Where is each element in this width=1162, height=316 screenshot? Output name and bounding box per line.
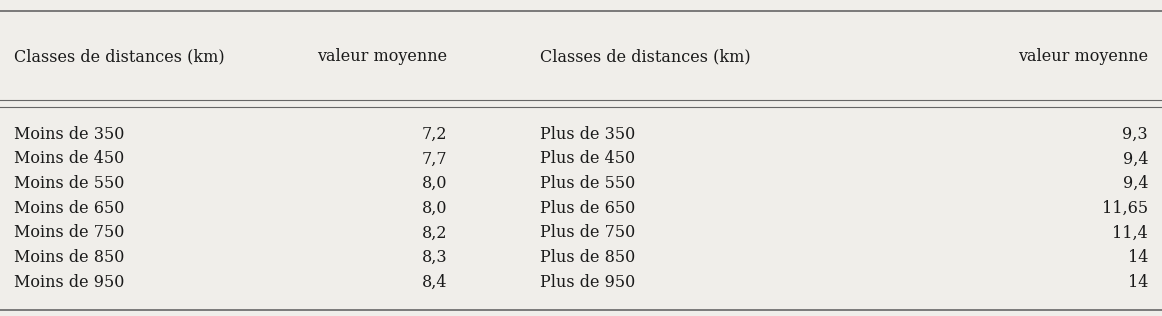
- Text: Plus de 950: Plus de 950: [540, 274, 636, 291]
- Text: Moins de 850: Moins de 850: [14, 249, 124, 266]
- Text: 8,0: 8,0: [422, 200, 447, 217]
- Text: 8,0: 8,0: [422, 175, 447, 192]
- Text: Moins de 350: Moins de 350: [14, 126, 124, 143]
- Text: Moins de 650: Moins de 650: [14, 200, 124, 217]
- Text: 7,2: 7,2: [422, 126, 447, 143]
- Text: Plus de 550: Plus de 550: [540, 175, 636, 192]
- Text: Plus de 650: Plus de 650: [540, 200, 636, 217]
- Text: Moins de 950: Moins de 950: [14, 274, 124, 291]
- Text: Plus de 350: Plus de 350: [540, 126, 636, 143]
- Text: 8,3: 8,3: [422, 249, 447, 266]
- Text: Plus de 450: Plus de 450: [540, 150, 636, 167]
- Text: 8,4: 8,4: [422, 274, 447, 291]
- Text: valeur moyenne: valeur moyenne: [317, 48, 447, 65]
- Text: 9,4: 9,4: [1122, 175, 1148, 192]
- Text: 7,7: 7,7: [422, 150, 447, 167]
- Text: Moins de 550: Moins de 550: [14, 175, 124, 192]
- Text: Plus de 850: Plus de 850: [540, 249, 636, 266]
- Text: Classes de distances (km): Classes de distances (km): [540, 48, 751, 65]
- Text: 9,3: 9,3: [1122, 126, 1148, 143]
- Text: valeur moyenne: valeur moyenne: [1018, 48, 1148, 65]
- Text: Classes de distances (km): Classes de distances (km): [14, 48, 224, 65]
- Text: 11,65: 11,65: [1102, 200, 1148, 217]
- Text: 8,2: 8,2: [422, 224, 447, 241]
- Text: 9,4: 9,4: [1122, 150, 1148, 167]
- Text: Moins de 750: Moins de 750: [14, 224, 124, 241]
- Text: 14: 14: [1127, 249, 1148, 266]
- Text: Plus de 750: Plus de 750: [540, 224, 636, 241]
- Text: 11,4: 11,4: [1112, 224, 1148, 241]
- Text: Moins de 450: Moins de 450: [14, 150, 124, 167]
- Text: 14: 14: [1127, 274, 1148, 291]
